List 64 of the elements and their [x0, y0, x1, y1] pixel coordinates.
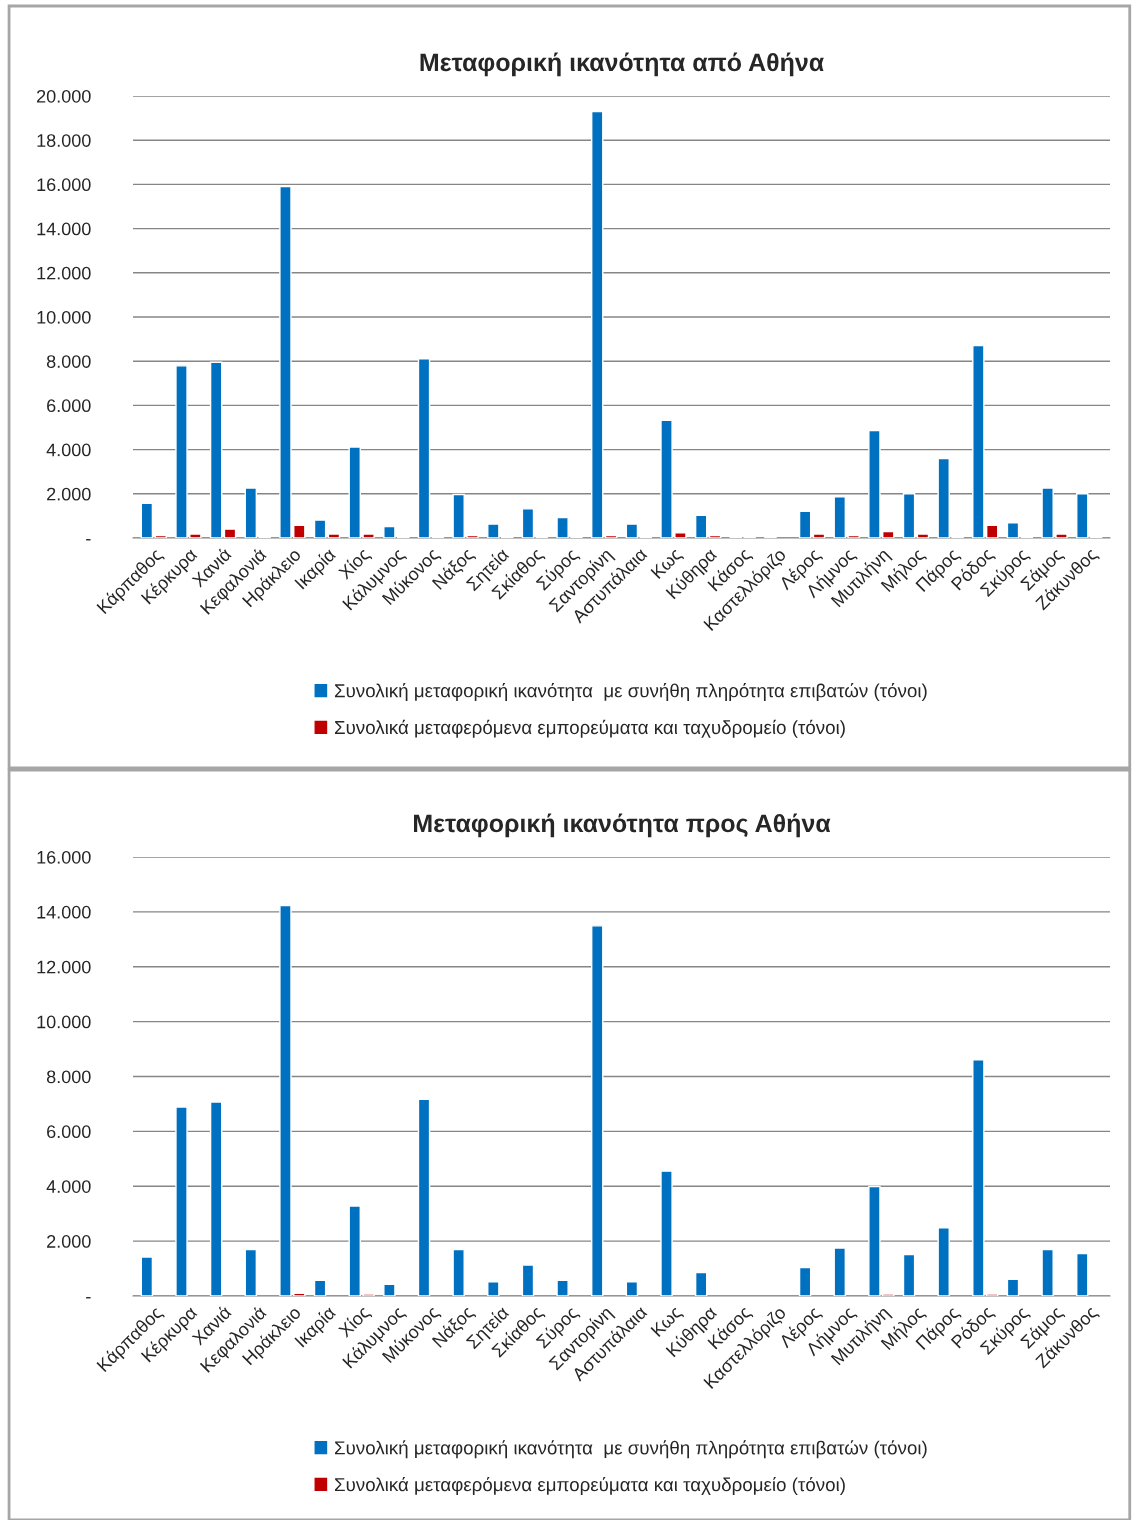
bar — [708, 534, 722, 538]
y-tick-label: 16.000 — [37, 178, 91, 192]
legend-label: Συνολική μεταφορική ικανότητα με συνήθη πληρότητα επιβατών (τόνοι) — [334, 1440, 927, 1459]
bar — [625, 1281, 639, 1296]
bar — [937, 1226, 950, 1296]
bar — [521, 508, 535, 538]
bar — [1041, 1248, 1054, 1296]
y-tick-label: - — [86, 539, 91, 541]
bar — [175, 1106, 188, 1296]
legend-label: Συνολικά μεταφερόμενα εμπορεύματα και ταχυδρομείο (τόνοι) — [334, 719, 845, 738]
bar — [244, 1248, 258, 1296]
bar — [487, 1281, 500, 1296]
bar — [604, 534, 618, 538]
y-tick-label: 18.000 — [37, 134, 91, 147]
bar — [694, 1271, 708, 1296]
bar — [916, 533, 930, 538]
y-tick-label: - — [86, 1297, 91, 1299]
bar — [313, 519, 327, 538]
y-tick-label: 8.000 — [46, 1070, 91, 1084]
bar — [694, 514, 708, 538]
legend-label: Συνολική μεταφορική ικανότητα με συνήθη πληρότητα επιβατών (τόνοι) — [334, 683, 927, 702]
y-tick-label: 14.000 — [37, 905, 91, 919]
y-tick-label: 2.000 — [47, 487, 91, 501]
bar — [902, 493, 916, 538]
bar — [556, 1279, 569, 1296]
bar — [417, 1098, 431, 1296]
bar — [902, 1253, 916, 1296]
bar — [223, 528, 237, 538]
bar — [625, 523, 639, 538]
y-tick-label: 4.000 — [46, 443, 91, 457]
y-tick-label: 12.000 — [37, 266, 91, 280]
y-tick-label: 10.000 — [37, 1015, 91, 1029]
bar — [209, 361, 223, 538]
bar — [452, 1248, 465, 1296]
y-tick-label: 8.000 — [46, 355, 91, 368]
bar — [209, 1101, 223, 1296]
bar — [1076, 1252, 1089, 1296]
bar — [327, 533, 341, 538]
bar — [417, 358, 431, 538]
chart-title: Μεταφορική ικανότητα προς Αθήνα — [414, 813, 831, 838]
bar — [383, 1283, 396, 1296]
bar — [313, 1279, 327, 1296]
bar — [798, 1266, 812, 1296]
bar — [591, 925, 604, 1296]
y-tick-label: 12.000 — [37, 960, 91, 974]
bar — [1006, 522, 1020, 538]
bar — [1006, 1278, 1020, 1296]
y-tick-label: 14.000 — [37, 222, 91, 236]
y-tick-label: 4.000 — [46, 1180, 91, 1193]
bar — [812, 533, 826, 538]
y-tick-label: 16.000 — [37, 850, 91, 864]
legend-label: Συνολικά μεταφερόμενα εμπορεύματα και ταχυδρομείο (τόνοι) — [334, 1476, 845, 1495]
y-tick-label: 2.000 — [47, 1235, 91, 1248]
bar — [660, 1170, 673, 1296]
bar — [140, 1256, 154, 1296]
bar — [833, 1247, 847, 1296]
bar — [591, 110, 604, 538]
bar — [798, 510, 812, 538]
y-tick-label: 20.000 — [37, 89, 91, 103]
y-tick-label: 6.000 — [47, 399, 91, 413]
y-tick-label: 10.000 — [37, 310, 91, 324]
chart-title: Μεταφορική ικανότητα από Αθήνα — [420, 52, 824, 77]
y-tick-label: 6.000 — [47, 1125, 91, 1139]
bar — [521, 1264, 535, 1296]
